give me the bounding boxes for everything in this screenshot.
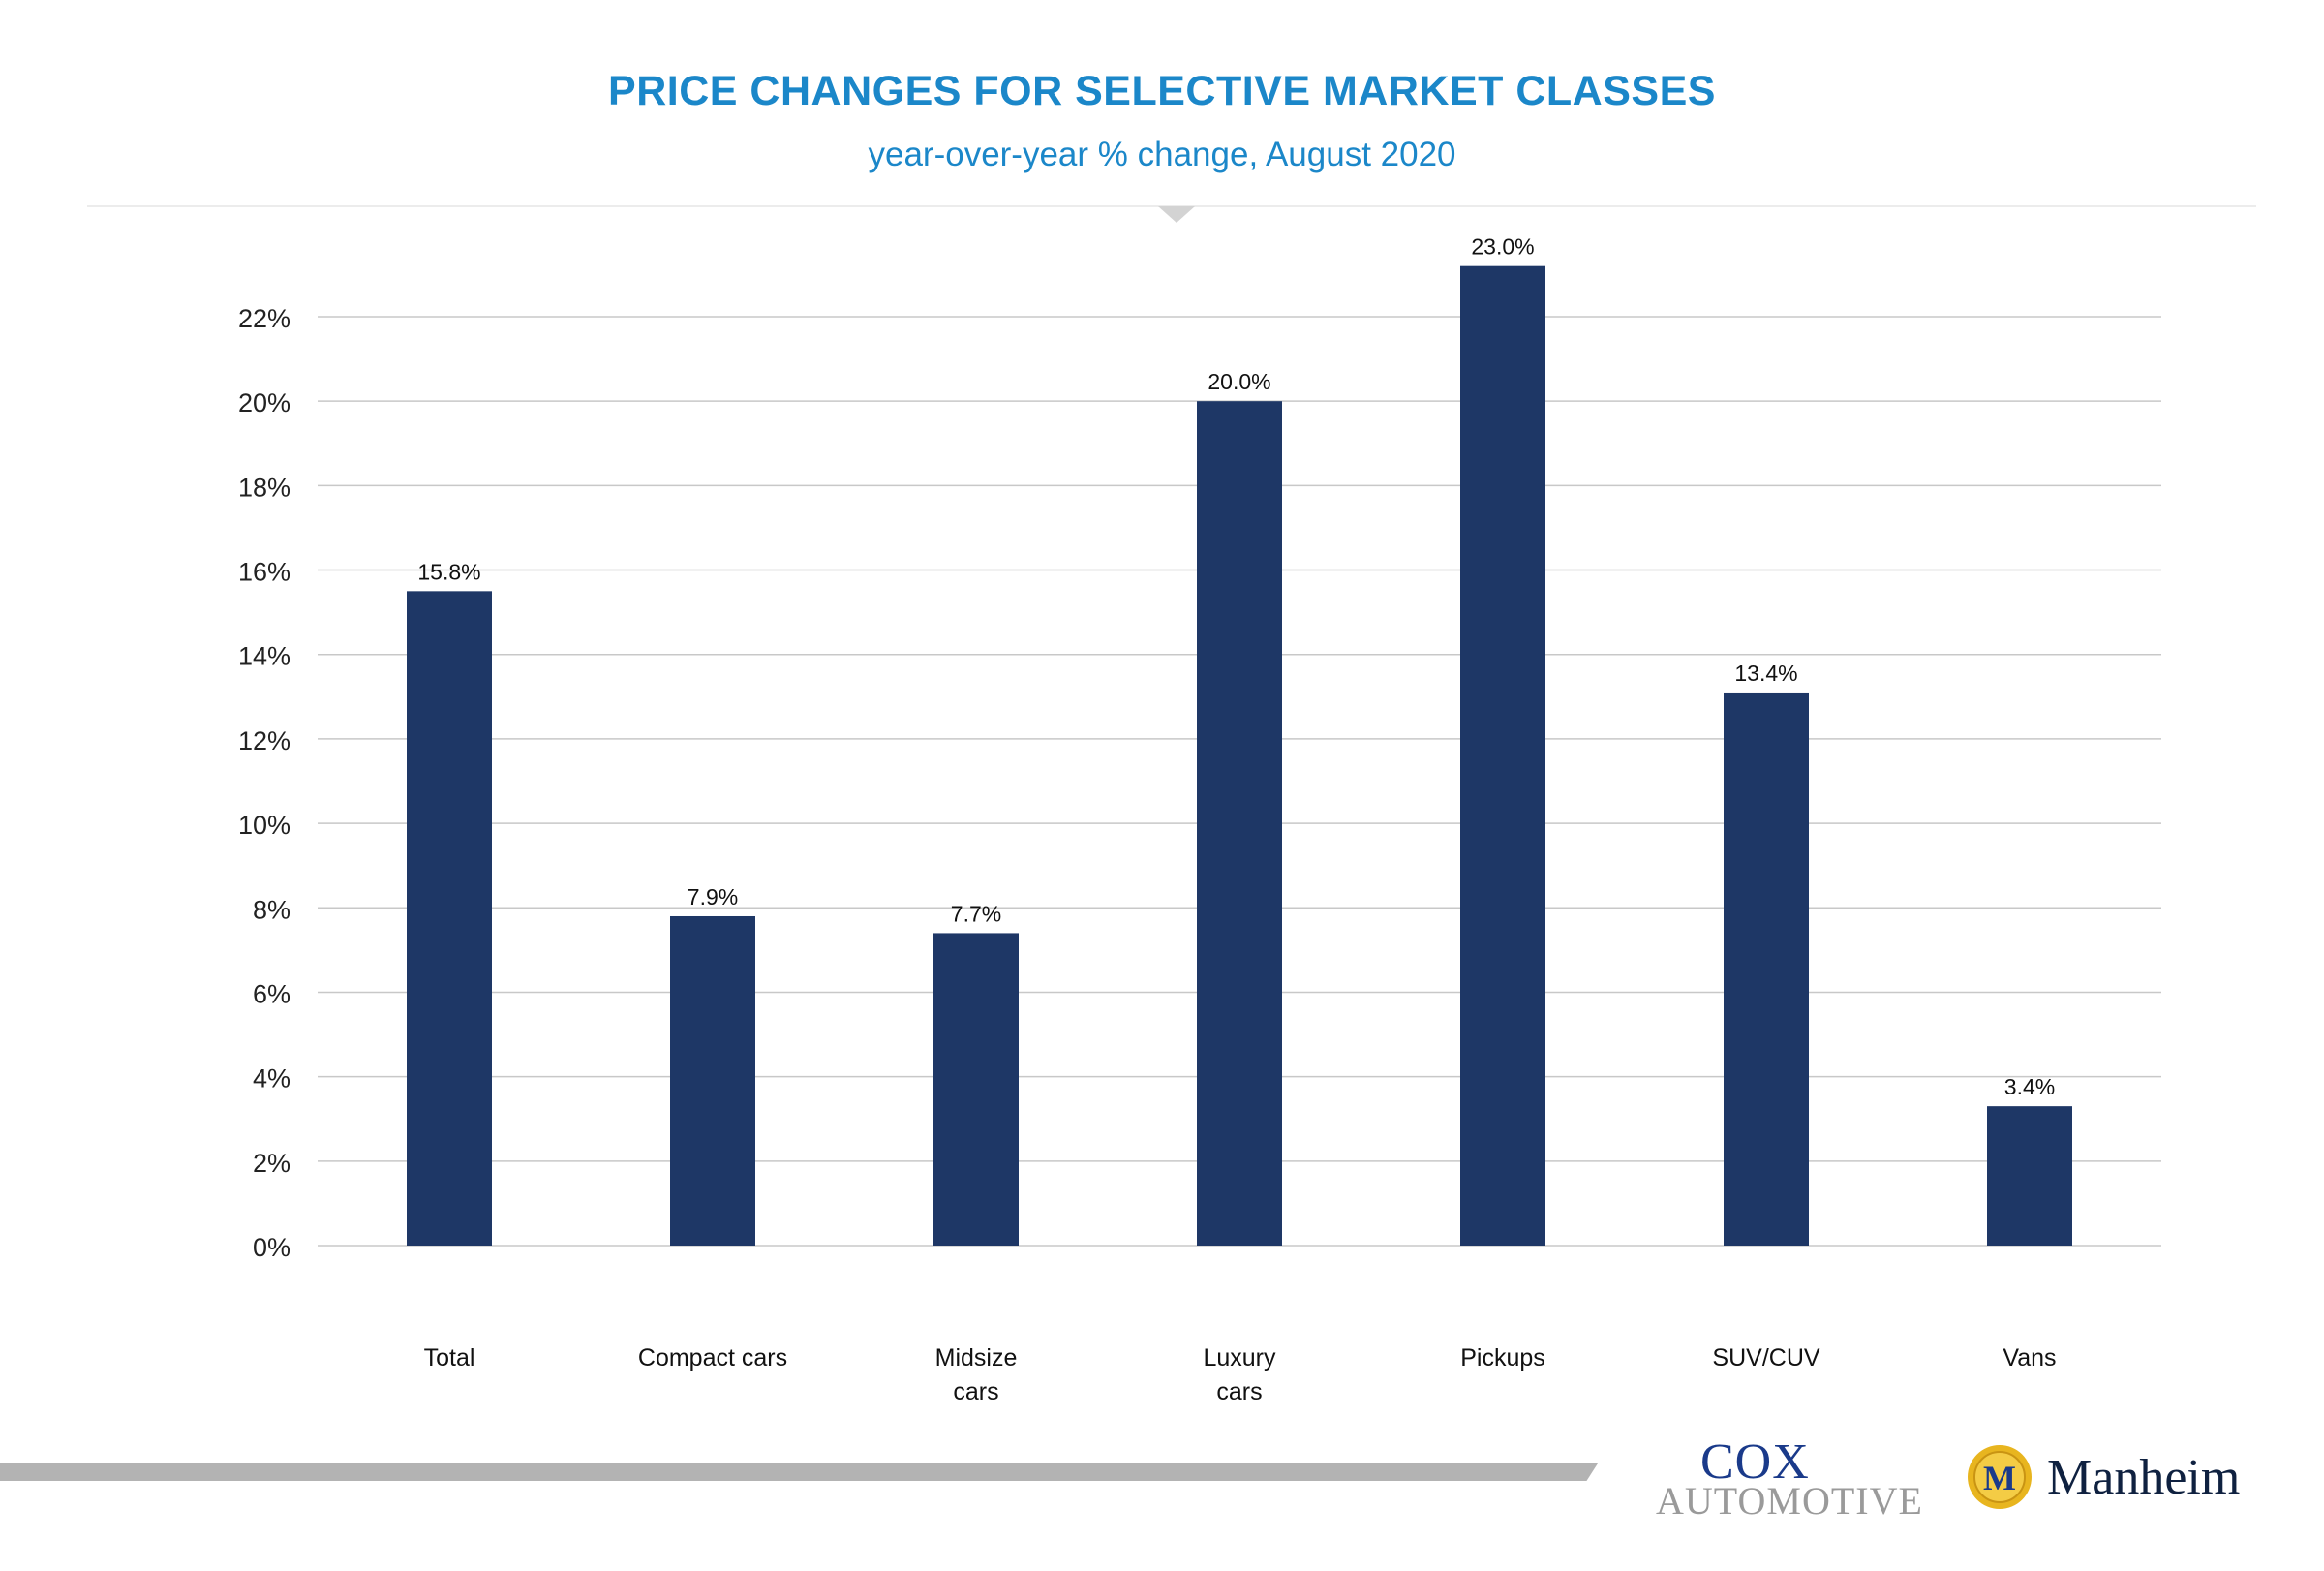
bar-suv-cuv (1724, 692, 1809, 1246)
chevron-down-icon (1158, 206, 1195, 223)
bar-compact-cars (670, 915, 755, 1246)
bar-vans (1987, 1106, 2072, 1246)
data-label: 15.8% (417, 559, 480, 584)
x-tick-label: Compact cars (638, 1344, 787, 1371)
manheim-emblem-icon: M (1968, 1445, 2032, 1509)
y-tick-label: 14% (238, 642, 290, 671)
bar-midsize-cars (933, 933, 1019, 1246)
y-tick-label: 10% (238, 811, 290, 840)
data-label: 13.4% (1734, 661, 1797, 686)
y-tick-label: 20% (238, 388, 290, 417)
y-tick-label: 18% (238, 473, 290, 502)
y-axis-ticks: 0% 2% 4% 6% 8% 10% 12% 14% 16% 18% 20% 22% (238, 304, 290, 1262)
bar-total (407, 591, 492, 1246)
y-tick-label: 4% (253, 1064, 290, 1094)
manheim-emblem-letter: M (1983, 1459, 2016, 1497)
y-tick-label: 2% (253, 1149, 290, 1178)
bars (407, 265, 2072, 1246)
x-tick-label: Midsize (935, 1344, 1018, 1371)
data-label: 20.0% (1208, 369, 1270, 394)
x-axis-ticks: Total Compact cars Midsize cars Luxury cars Pi… (424, 1344, 2057, 1405)
x-tick-label: SUV/CUV (1712, 1344, 1819, 1371)
cox-automotive-logo: COX AUTOMOTIVE (1646, 1433, 1937, 1523)
bar-luxury-cars (1197, 401, 1282, 1246)
y-tick-label: 0% (253, 1233, 290, 1262)
automotive-logo-text: AUTOMOTIVE (1656, 1479, 1923, 1523)
y-tick-label: 8% (253, 895, 290, 924)
x-tick-label: Luxury (1203, 1344, 1276, 1371)
manheim-logo: M Manheim (1966, 1439, 2285, 1517)
data-label: 7.7% (951, 901, 1001, 926)
x-tick-label: cars (953, 1378, 998, 1405)
chart-title: PRICE CHANGES FOR SELECTIVE MARKET CLASS… (608, 68, 1716, 114)
cox-logo-text: COX (1700, 1434, 1810, 1490)
y-tick-label: 12% (238, 726, 290, 755)
footer-bar (0, 1463, 1598, 1481)
bar-pickups (1460, 265, 1545, 1246)
y-tick-label: 22% (238, 304, 290, 333)
x-tick-label: cars (1216, 1378, 1262, 1405)
data-label: 3.4% (2004, 1074, 2055, 1099)
chart-subtitle: year-over-year % change, August 2020 (868, 136, 1456, 173)
data-label: 23.0% (1471, 234, 1534, 260)
manheim-logo-text: Manheim (2047, 1450, 2241, 1505)
y-tick-label: 6% (253, 979, 290, 1008)
y-tick-label: 16% (238, 558, 290, 587)
data-label: 7.9% (688, 884, 738, 909)
data-labels: 15.8% 7.9% 7.7% 20.0% 23.0% 13.4% 3.4% (417, 234, 2055, 1099)
x-tick-label: Total (424, 1344, 475, 1371)
x-tick-label: Pickups (1460, 1344, 1545, 1371)
x-tick-label: Vans (2003, 1344, 2056, 1371)
